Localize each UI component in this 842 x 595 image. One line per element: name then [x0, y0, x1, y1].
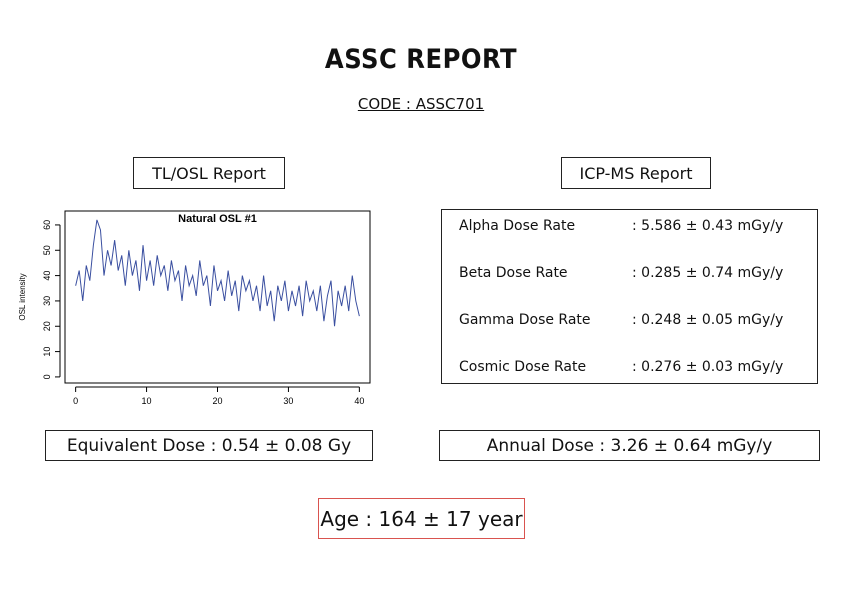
- x-tick-label: 0: [73, 396, 78, 406]
- rate-label: Gamma Dose Rate: [459, 312, 591, 328]
- report-title: ASSC REPORT: [324, 44, 518, 75]
- section-heading: ICP-MS Report: [561, 157, 711, 189]
- plot-frame: [64, 210, 371, 384]
- y-axis-label: OSL intensity: [18, 273, 27, 320]
- y-tick-label: 0: [42, 374, 52, 379]
- y-tick-label: 20: [42, 321, 52, 331]
- rate-label: Beta Dose Rate: [459, 265, 568, 281]
- annual-dose: Annual Dose : 3.26 ± 0.64 mGy/y: [439, 430, 820, 461]
- age-result: Age : 164 ± 17 year: [318, 498, 525, 539]
- x-tick-label: 40: [354, 396, 364, 406]
- x-tick-label: 20: [212, 396, 222, 406]
- x-tick-label: 10: [142, 396, 152, 406]
- equivalent-dose: Equivalent Dose : 0.54 ± 0.08 Gy: [45, 430, 373, 461]
- rate-value: : 0.285 ± 0.74 mGy/y: [632, 265, 784, 281]
- y-tick-label: 40: [42, 271, 52, 281]
- report-code: CODE : ASSC701: [0, 95, 842, 113]
- rate-value: : 0.276 ± 0.03 mGy/y: [632, 359, 784, 375]
- rate-value: : 5.586 ± 0.43 mGy/y: [632, 218, 784, 234]
- chart-title: Natural OSL #1: [178, 213, 257, 225]
- y-tick-label: 60: [42, 220, 52, 230]
- rate-label: Alpha Dose Rate: [459, 218, 576, 234]
- rate-value: : 0.248 ± 0.05 mGy/y: [632, 312, 784, 328]
- x-tick-label: 30: [283, 396, 293, 406]
- osl-line: [75, 219, 360, 327]
- osl-chart: Natural OSL #1 OSL intensity 0 10 20 30 40 0 10 2…: [18, 210, 371, 406]
- rate-label: Cosmic Dose Rate: [459, 359, 587, 375]
- y-tick-label: 50: [42, 245, 52, 255]
- y-tick-label: 10: [42, 347, 52, 357]
- section-heading: TL/OSL Report: [133, 157, 285, 189]
- y-tick-label: 30: [42, 296, 52, 306]
- code-text: CODE : ASSC701: [357, 95, 485, 113]
- dose-rate-table: Alpha Dose Rate : 5.586 ± 0.43 mGy/y Beta …: [441, 209, 818, 384]
